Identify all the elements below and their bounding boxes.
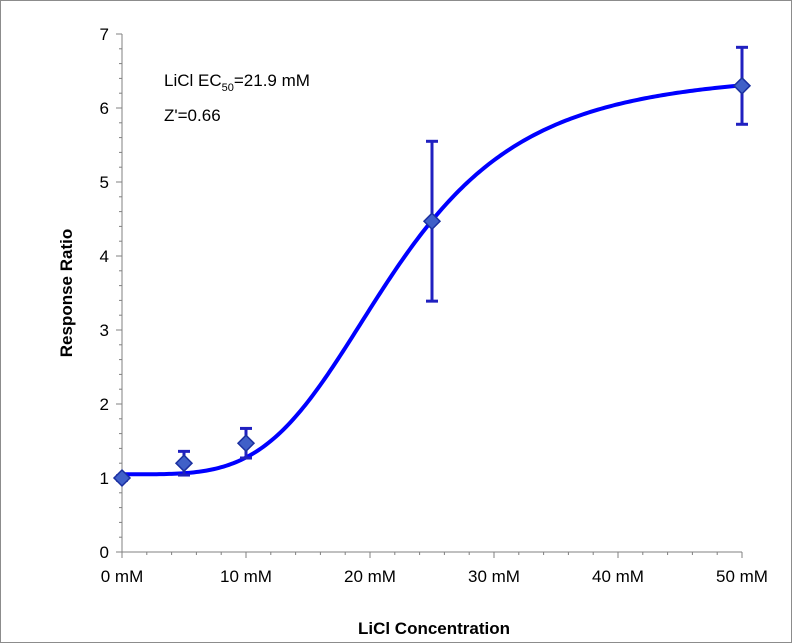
ec50-annotation: LiCl EC50=21.9 mM <box>164 71 310 94</box>
data-points-layer <box>112 76 752 488</box>
y-tick-label: 7 <box>100 25 109 44</box>
ec50-prefix: LiCl EC <box>164 71 222 90</box>
data-point <box>174 454 194 473</box>
zprime-annotation: Z'=0.66 <box>164 106 221 125</box>
data-point <box>422 212 442 231</box>
x-axis-ticks: 0 mM 10 mM 20 mM 30 mM 40 mM 50 mM <box>101 552 768 586</box>
x-tick-label: 30 mM <box>468 567 520 586</box>
y-tick-label: 0 <box>100 543 109 562</box>
y-tick-label: 6 <box>100 99 109 118</box>
y-tick-label: 3 <box>100 321 109 340</box>
x-tick-label: 0 mM <box>101 567 144 586</box>
y-axis-ticks: 0 1 2 3 4 5 6 7 <box>100 25 122 562</box>
data-point <box>236 434 256 453</box>
y-tick-label: 5 <box>100 173 109 192</box>
data-point <box>112 468 132 488</box>
data-point <box>732 76 752 95</box>
x-tick-label: 40 mM <box>592 567 644 586</box>
y-tick-label: 4 <box>100 247 109 266</box>
ec50-subscript: 50 <box>222 82 234 94</box>
axes <box>121 34 742 553</box>
y-tick-label: 1 <box>100 469 109 488</box>
ec50-suffix: =21.9 mM <box>234 71 310 90</box>
x-axis-title: LiCl Concentration <box>358 619 510 638</box>
x-tick-label: 20 mM <box>344 567 396 586</box>
x-tick-label: 50 mM <box>716 567 768 586</box>
y-axis-title: Response Ratio <box>57 229 76 357</box>
y-tick-label: 2 <box>100 395 109 414</box>
x-tick-label: 10 mM <box>220 567 272 586</box>
